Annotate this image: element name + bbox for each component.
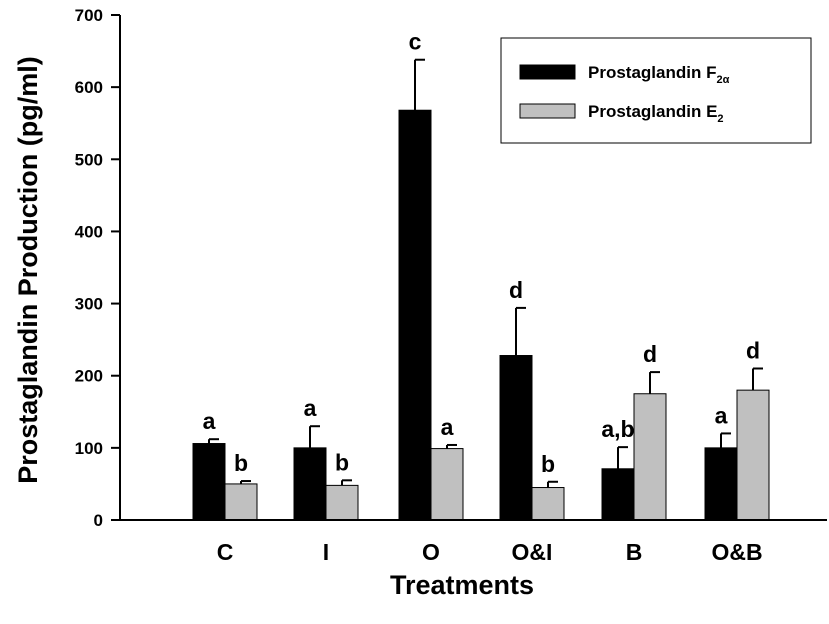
legend-swatch-series1 bbox=[519, 64, 576, 80]
x-axis-title: Treatments bbox=[390, 570, 534, 600]
sig-label-series2-2: a bbox=[441, 414, 454, 440]
bar-series2-1 bbox=[325, 484, 359, 521]
y-axis-title: Prostaglandin Production (pg/ml) bbox=[13, 56, 43, 484]
sig-label-series2-0: b bbox=[234, 450, 248, 476]
y-tick-label-2: 200 bbox=[75, 367, 103, 386]
legend-label-series2: Prostaglandin E2 bbox=[588, 102, 724, 125]
x-tick-label-3: O&I bbox=[512, 539, 553, 565]
sig-label-series1-2: c bbox=[409, 29, 422, 55]
legend-label-series1: Prostaglandin F2α bbox=[588, 63, 730, 86]
y-tick-label-5: 500 bbox=[75, 150, 103, 169]
bar-series1-0 bbox=[192, 443, 226, 521]
bar-series1-5 bbox=[704, 447, 738, 521]
sig-label-series2-1: b bbox=[335, 449, 349, 475]
bar-series2-2 bbox=[430, 448, 464, 521]
x-tick-label-1: I bbox=[323, 539, 329, 565]
sig-label-series2-5: d bbox=[746, 338, 760, 364]
sig-label-series2-4: d bbox=[643, 341, 657, 367]
legend-swatch-series2 bbox=[519, 103, 576, 119]
bar-series2-3 bbox=[531, 487, 565, 521]
bar-series1-4 bbox=[601, 468, 635, 521]
axes: 0 100 200 300 400 500 600 700 C I O O&I B O&B bbox=[75, 6, 827, 565]
legend: Prostaglandin F2α Prostaglandin E2 bbox=[500, 37, 812, 144]
sig-label-series2-3: b bbox=[541, 451, 555, 477]
sig-label-series1-1: a bbox=[304, 395, 317, 421]
y-tick-label-1: 100 bbox=[75, 439, 103, 458]
y-tick-label-0: 0 bbox=[94, 511, 103, 530]
y-tick-label-7: 700 bbox=[75, 6, 103, 25]
y-tick-label-6: 600 bbox=[75, 78, 103, 97]
bar-series1-1 bbox=[293, 447, 327, 521]
x-tick-label-2: O bbox=[422, 539, 440, 565]
sig-label-series1-4: a,b bbox=[601, 416, 634, 442]
y-tick-label-3: 300 bbox=[75, 295, 103, 314]
x-tick-label-4: B bbox=[626, 539, 643, 565]
sig-label-series1-5: a bbox=[715, 402, 728, 428]
bars-layer bbox=[192, 58, 770, 521]
bar-series1-3 bbox=[499, 355, 533, 521]
sig-label-series1-0: a bbox=[203, 408, 216, 434]
bar-series2-0 bbox=[224, 483, 258, 521]
legend-box bbox=[500, 37, 812, 144]
bar-series2-4 bbox=[633, 393, 667, 521]
bar-series2-5 bbox=[736, 389, 770, 521]
y-tick-label-4: 400 bbox=[75, 222, 103, 241]
x-tick-label-5: O&B bbox=[711, 539, 762, 565]
bar-series1-2 bbox=[398, 109, 432, 521]
x-tick-label-0: C bbox=[217, 539, 234, 565]
sig-label-series1-3: d bbox=[509, 277, 523, 303]
